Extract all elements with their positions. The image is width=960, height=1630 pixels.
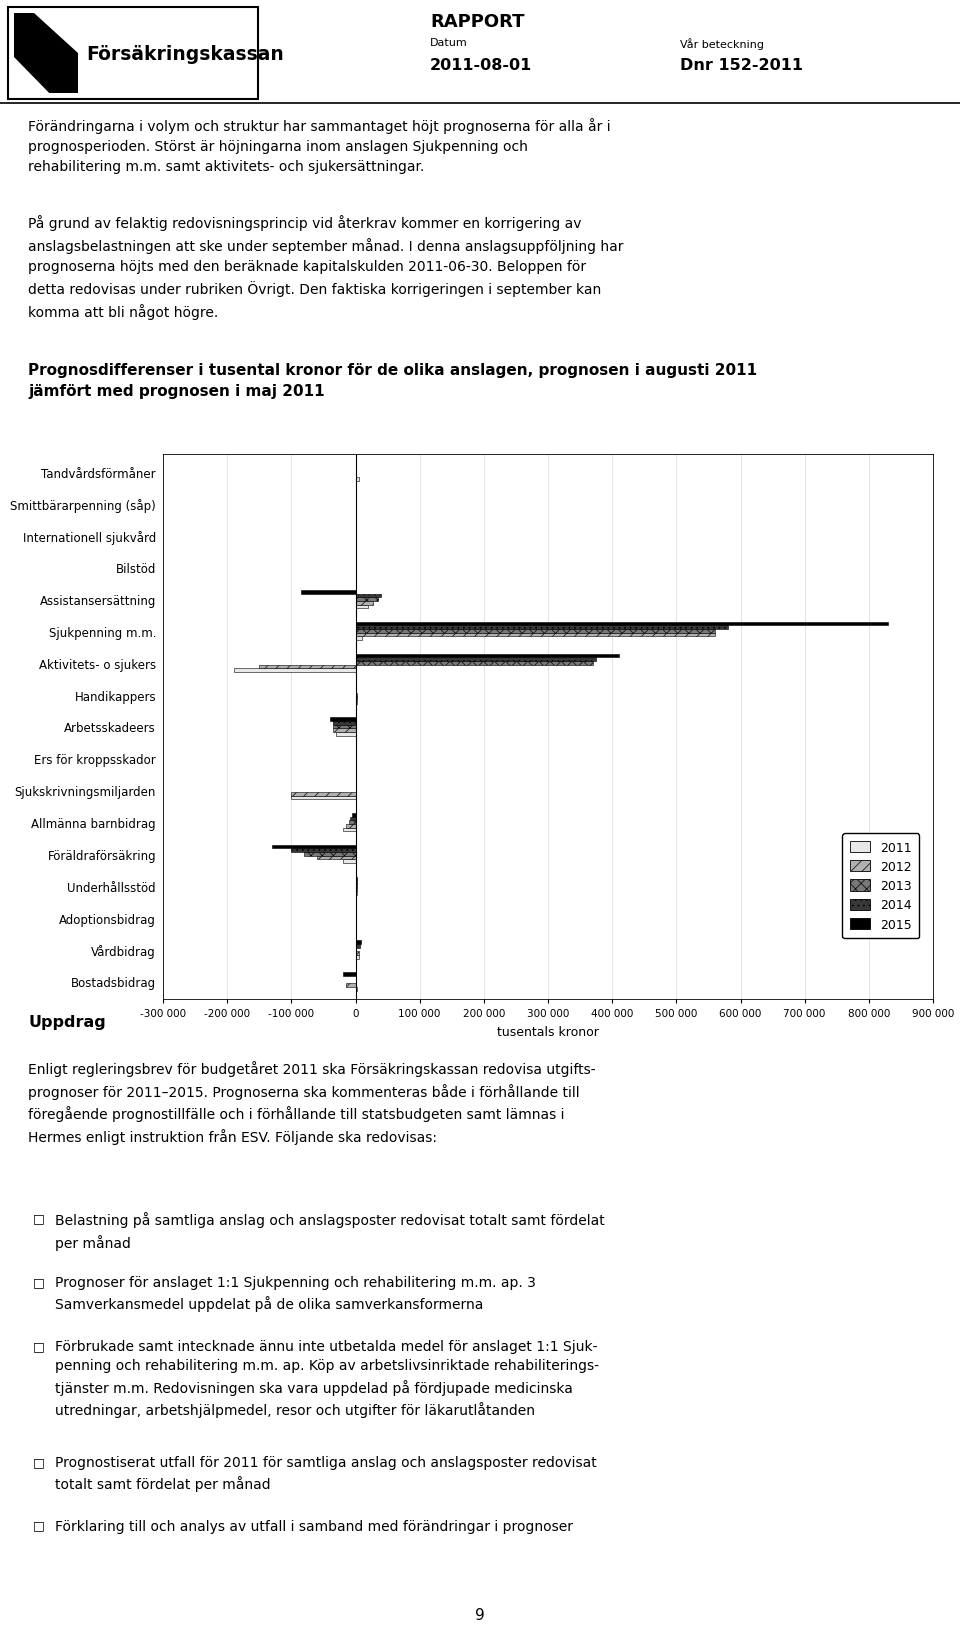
Text: □: □ <box>33 1456 44 1469</box>
Polygon shape <box>14 59 49 95</box>
Bar <box>355 955 359 958</box>
Bar <box>352 813 355 817</box>
Text: RAPPORT: RAPPORT <box>430 13 524 31</box>
Text: Prognosdifferenser i tusental kronor för de olika anslagen, prognosen i augusti : Prognosdifferenser i tusental kronor för… <box>28 363 757 399</box>
Text: Försäkringskassan: Försäkringskassan <box>86 44 284 64</box>
Bar <box>355 877 357 880</box>
Bar <box>355 654 618 659</box>
Bar <box>8 8 258 99</box>
Bar <box>343 973 355 976</box>
Bar <box>355 478 359 481</box>
Text: 2011-08-01: 2011-08-01 <box>430 59 532 73</box>
Polygon shape <box>34 15 78 54</box>
Legend: 2011, 2012, 2013, 2014, 2015: 2011, 2012, 2013, 2014, 2015 <box>842 833 919 939</box>
Bar <box>14 15 78 95</box>
Bar <box>355 601 373 605</box>
Bar <box>355 598 378 601</box>
Bar <box>355 988 357 991</box>
Bar <box>355 595 381 598</box>
Text: Enligt regleringsbrev för budgetåret 2011 ska Försäkringskassan redovisa utgifts: Enligt regleringsbrev för budgetåret 201… <box>28 1061 595 1144</box>
Text: □: □ <box>33 1275 44 1288</box>
Bar <box>355 885 357 888</box>
Bar <box>291 795 355 800</box>
Bar <box>355 952 359 955</box>
Bar <box>333 725 355 729</box>
Bar <box>346 983 355 988</box>
Text: Dnr 152-2011: Dnr 152-2011 <box>680 59 803 73</box>
Text: Uppdrag: Uppdrag <box>28 1014 106 1030</box>
Bar <box>350 817 355 822</box>
Bar <box>346 825 355 828</box>
Text: Vår beteckning: Vår beteckning <box>680 37 764 51</box>
Bar <box>355 944 360 949</box>
Bar <box>355 880 357 885</box>
Text: Prognoser för anslaget 1:1 Sjukpenning och rehabilitering m.m. ap. 3
Samverkansm: Prognoser för anslaget 1:1 Sjukpenning o… <box>55 1275 536 1312</box>
Bar <box>233 668 355 673</box>
Bar <box>355 634 715 637</box>
Bar <box>272 846 355 849</box>
Bar <box>349 822 355 825</box>
Bar <box>355 698 357 701</box>
Bar <box>336 732 355 737</box>
Text: □: □ <box>33 1519 44 1532</box>
Bar <box>291 792 355 795</box>
Text: □: □ <box>33 1338 44 1351</box>
Bar <box>343 861 355 864</box>
Bar <box>355 701 357 704</box>
Bar <box>355 623 888 626</box>
Bar <box>317 856 355 861</box>
Bar <box>355 626 728 629</box>
Text: 9: 9 <box>475 1607 485 1622</box>
Bar <box>333 729 355 732</box>
Bar <box>355 574 356 577</box>
X-axis label: tusentals kronor: tusentals kronor <box>497 1025 599 1038</box>
Text: Förklaring till och analys av utfall i samband med förändringar i prognoser: Förklaring till och analys av utfall i s… <box>55 1519 573 1532</box>
Text: Prognostiserat utfall för 2011 för samtliga anslag och anslagsposter redovisat
t: Prognostiserat utfall för 2011 för samtl… <box>55 1456 597 1491</box>
Text: □: □ <box>33 1211 44 1224</box>
Bar <box>355 605 369 608</box>
Bar <box>355 629 715 634</box>
Bar <box>355 892 357 895</box>
Bar <box>355 662 593 665</box>
Text: Belastning på samtliga anslag och anslagsposter redovisat totalt samt fördelat
p: Belastning på samtliga anslag och anslag… <box>55 1211 605 1250</box>
Bar <box>291 849 355 852</box>
Text: På grund av felaktig redovisningsprincip vid återkrav kommer en korrigering av
a: På grund av felaktig redovisningsprincip… <box>28 215 623 319</box>
Bar <box>343 828 355 831</box>
Text: Förändringarna i volym och struktur har sammantaget höjt prognoserna för alla år: Förändringarna i volym och struktur har … <box>28 117 611 174</box>
Bar <box>300 590 355 595</box>
Bar <box>355 941 361 944</box>
Bar <box>355 693 357 698</box>
Text: Förbrukade samt intecknade ännu inte utbetalda medel för anslaget 1:1 Sjuk-
penn: Förbrukade samt intecknade ännu inte utb… <box>55 1338 599 1418</box>
Bar <box>304 852 355 856</box>
Bar <box>330 717 355 722</box>
Text: Datum: Datum <box>430 37 468 47</box>
Bar <box>355 637 362 641</box>
Bar <box>355 888 357 892</box>
Bar <box>355 659 596 662</box>
Bar <box>333 722 355 725</box>
Bar <box>259 665 355 668</box>
